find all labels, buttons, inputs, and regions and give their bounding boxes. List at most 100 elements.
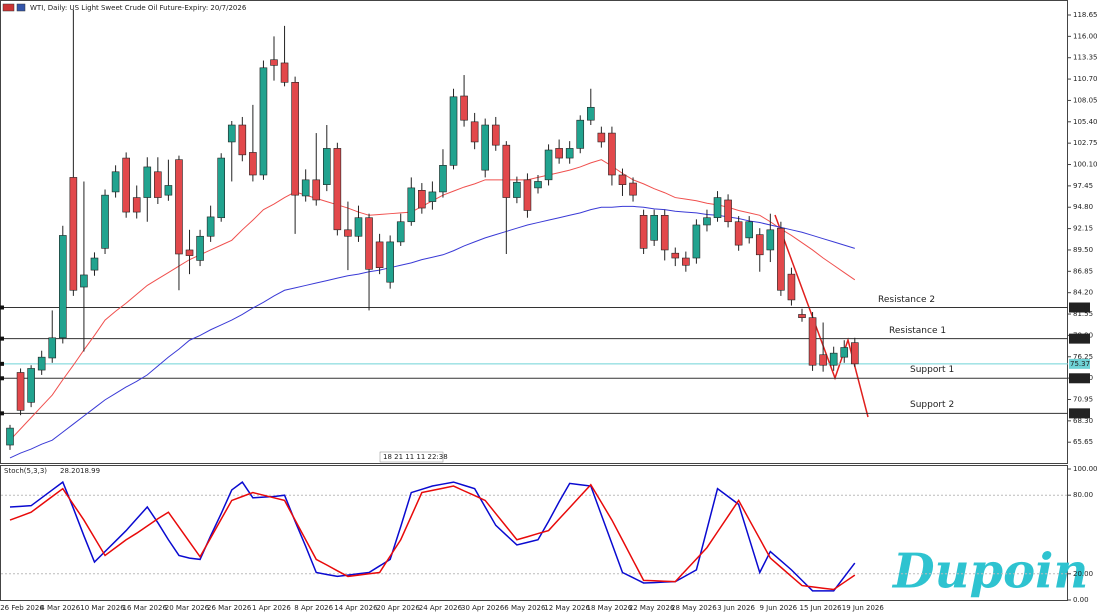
y-tick-label: 100.10 xyxy=(1073,161,1098,169)
timer: 18 21 11 11 22:38 xyxy=(383,453,448,461)
trend-drawing xyxy=(774,214,869,418)
candle-body xyxy=(534,181,542,189)
candle-body xyxy=(829,352,838,366)
candle-body xyxy=(6,427,14,446)
symbol-icon xyxy=(16,3,26,12)
candle-body xyxy=(301,179,310,197)
level-value: 69.23 xyxy=(1070,409,1090,417)
candle-body xyxy=(344,229,352,237)
level-anchor xyxy=(0,361,4,366)
y-tick-label: 84.20 xyxy=(1073,289,1093,297)
y-tick-label: 102.75 xyxy=(1073,139,1098,147)
candle-body xyxy=(755,234,764,256)
candle-body xyxy=(745,221,754,239)
x-tick-label: 26 Mar 2026 xyxy=(207,604,252,612)
candle-body xyxy=(249,152,257,176)
candle-body xyxy=(322,148,331,185)
candle-body xyxy=(132,197,141,213)
y-tick-label: 113.35 xyxy=(1073,54,1098,62)
candle-body xyxy=(523,179,532,211)
candle-body xyxy=(270,59,278,66)
level-name: Resistance 1 xyxy=(889,326,946,336)
x-tick-label: 6 May 2026 xyxy=(504,604,546,612)
candle-body xyxy=(808,317,817,366)
candle-body xyxy=(481,124,490,171)
x-tick-label: 4 Mar 2026 xyxy=(40,604,80,612)
level-badge xyxy=(1069,302,1090,313)
x-tick-label: 26 Feb 2026 xyxy=(0,604,44,612)
symbol-icon xyxy=(2,3,15,12)
candle-body xyxy=(586,106,595,121)
y-tick-label: 92.15 xyxy=(1073,225,1093,233)
candle-body xyxy=(682,257,690,266)
candle-body xyxy=(428,191,437,202)
candle-body xyxy=(618,174,627,185)
candle-body xyxy=(513,181,521,198)
candle-body xyxy=(16,372,25,411)
candle-body xyxy=(69,177,78,291)
candle-body xyxy=(407,187,416,223)
candle-body xyxy=(259,67,268,176)
level-name: Support 2 xyxy=(910,400,954,410)
candle-body xyxy=(460,95,468,121)
candle-body xyxy=(713,197,722,219)
level-value: 73.58 xyxy=(1070,374,1090,382)
candle-body xyxy=(840,347,849,358)
candle-body xyxy=(777,227,785,291)
candle-body xyxy=(555,148,563,159)
x-tick-label: 20 Apr 2026 xyxy=(377,604,421,612)
candle-body xyxy=(80,274,88,288)
x-tick-label: 3 Jun 2026 xyxy=(717,604,755,612)
y-tick-label: 0.00 xyxy=(1073,596,1089,604)
candle-body xyxy=(660,214,669,251)
candle-body xyxy=(787,273,796,301)
stoch-line xyxy=(9,480,856,592)
candle-body xyxy=(58,235,67,339)
candle-body xyxy=(386,241,394,283)
candle-body xyxy=(227,124,236,143)
candle-body xyxy=(164,185,173,196)
y-tick-label: 81.55 xyxy=(1073,310,1093,318)
x-tick-label: 28 May 2026 xyxy=(671,604,717,612)
candle-body xyxy=(37,356,46,371)
y-tick-label: 118.65 xyxy=(1073,11,1098,19)
moving-average xyxy=(9,205,855,459)
candle-body xyxy=(27,368,35,403)
level-name: Resistance 2 xyxy=(878,295,935,305)
x-tick-label: 14 Apr 2026 xyxy=(334,604,378,612)
y-tick-label: 65.65 xyxy=(1073,438,1093,446)
candle-body xyxy=(365,217,373,270)
candle-body xyxy=(576,119,585,149)
level-anchor xyxy=(0,411,4,416)
stoch-value: 28.20 xyxy=(60,467,80,475)
candle-body xyxy=(90,257,99,271)
chart-title: WTI, Daily: US Light Sweet Crude Oil Fut… xyxy=(30,4,247,12)
indicator-title: Stoch(5,3,3) xyxy=(4,467,47,475)
x-tick-label: 16 Mar 2026 xyxy=(123,604,168,612)
candle-body xyxy=(185,249,194,256)
candle-body xyxy=(470,121,479,143)
candle-body xyxy=(671,252,680,259)
candle-body xyxy=(597,132,606,143)
level-badge xyxy=(1069,408,1090,419)
candle-body xyxy=(565,148,574,159)
x-tick-label: 12 May 2026 xyxy=(544,604,590,612)
level-badge xyxy=(1069,373,1090,384)
x-tick-label: 30 Apr 2026 xyxy=(461,604,505,612)
level-anchor xyxy=(0,305,4,310)
candle-body xyxy=(798,314,806,318)
y-tick-label: 76.25 xyxy=(1073,353,1093,361)
level-value: 82.36 xyxy=(1070,304,1091,312)
price-pane xyxy=(0,0,1068,464)
x-tick-label: 22 May 2026 xyxy=(629,604,675,612)
candle-body xyxy=(502,144,511,198)
level-badge xyxy=(1069,358,1090,369)
stoch-line xyxy=(9,483,856,591)
candle-body xyxy=(143,166,152,198)
candle-body xyxy=(333,148,342,231)
stoch-value: 18.99 xyxy=(80,467,100,475)
y-tick-label: 89.50 xyxy=(1073,246,1093,254)
y-tick-label: 105.40 xyxy=(1073,118,1098,126)
